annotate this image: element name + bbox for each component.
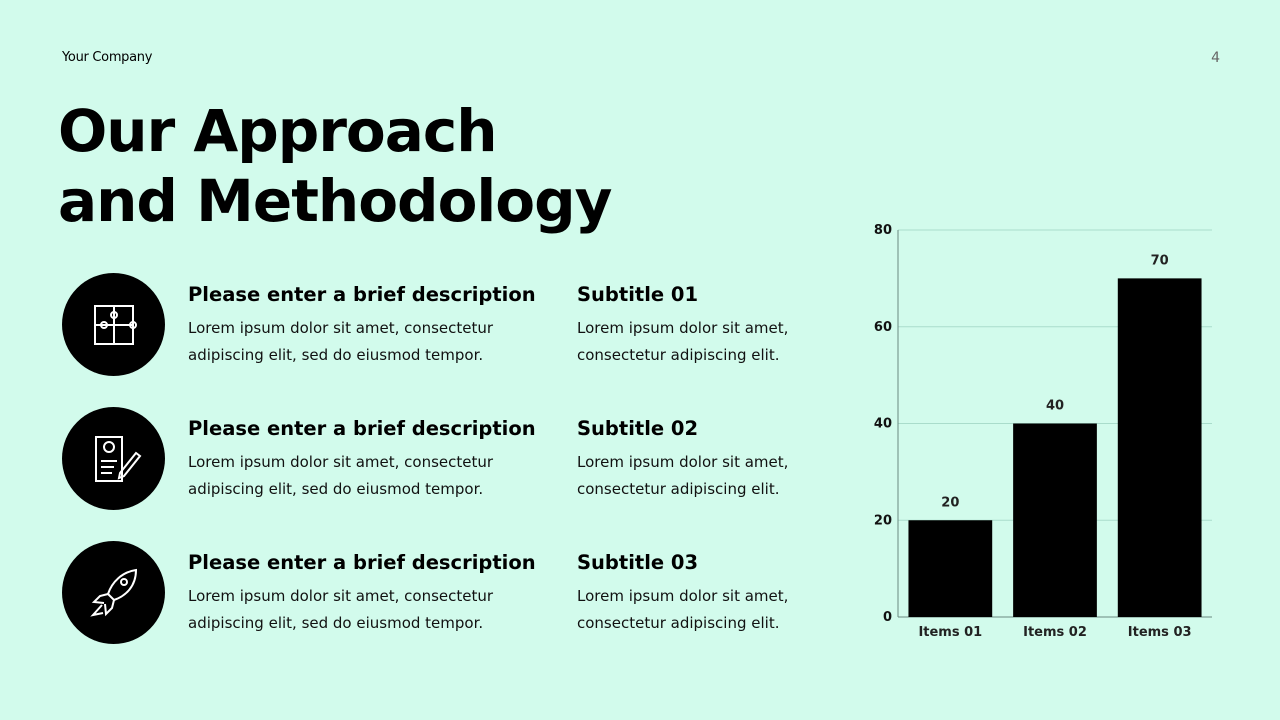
text-line: consectetur adipiscing elit. bbox=[577, 614, 780, 632]
page-number: 4 bbox=[1211, 50, 1220, 66]
x-tick-label: Items 01 bbox=[918, 625, 982, 640]
bar bbox=[1117, 278, 1202, 617]
y-tick-label: 0 bbox=[883, 610, 892, 625]
title: Our Approach and Methodology bbox=[58, 96, 612, 236]
item-text: Lorem ipsum dolor sit amet, consectetur a… bbox=[188, 583, 493, 637]
item-text: Lorem ipsum dolor sit amet, consectetur a… bbox=[188, 449, 493, 503]
text-line: Lorem ipsum dolor sit amet, consectetur bbox=[188, 587, 494, 605]
title-line: and Methodology bbox=[58, 167, 612, 235]
text-line: adipiscing elit, sed do eiusmod tempor. bbox=[188, 346, 484, 364]
item-heading: Please enter a brief description bbox=[188, 417, 536, 440]
item-heading: Please enter a brief description bbox=[188, 551, 536, 574]
item-subtitle: Subtitle 01 bbox=[577, 283, 699, 306]
bar bbox=[1013, 423, 1097, 617]
value-label: 70 bbox=[1151, 253, 1169, 268]
y-tick-label: 60 bbox=[874, 320, 892, 335]
item-heading: Please enter a brief description bbox=[188, 283, 536, 306]
text-line: Lorem ipsum dolor sit amet, consectetur bbox=[188, 453, 494, 471]
item-subtitle: Subtitle 02 bbox=[577, 417, 699, 440]
item-subtext: Lorem ipsum dolor sit amet, consectetur a… bbox=[577, 583, 788, 637]
document-icon bbox=[62, 407, 165, 510]
item-subtext: Lorem ipsum dolor sit amet, consectetur a… bbox=[577, 449, 788, 503]
text-line: consectetur adipiscing elit. bbox=[577, 480, 780, 498]
item-text: Lorem ipsum dolor sit amet, consectetur a… bbox=[188, 315, 493, 369]
item-subtitle: Subtitle 03 bbox=[577, 551, 699, 574]
text-line: consectetur adipiscing elit. bbox=[577, 346, 780, 364]
text-line: Lorem ipsum dolor sit amet, bbox=[577, 453, 789, 471]
y-tick-label: 40 bbox=[874, 417, 892, 432]
text-line: adipiscing elit, sed do eiusmod tempor. bbox=[188, 480, 484, 498]
item-subtext: Lorem ipsum dolor sit amet, consectetur a… bbox=[577, 315, 788, 369]
text-line: adipiscing elit, sed do eiusmod tempor. bbox=[188, 614, 484, 632]
y-tick-label: 80 bbox=[874, 223, 892, 238]
puzzle-icon bbox=[62, 273, 165, 376]
y-tick-label: 20 bbox=[874, 513, 892, 528]
bar bbox=[908, 520, 993, 617]
value-label: 20 bbox=[941, 495, 959, 510]
rocket-icon bbox=[62, 541, 165, 644]
text-line: Lorem ipsum dolor sit amet, consectetur bbox=[188, 319, 494, 337]
company-name: Your Company bbox=[62, 50, 153, 65]
x-tick-label: Items 03 bbox=[1128, 625, 1192, 640]
value-label: 40 bbox=[1046, 399, 1064, 414]
chart: 0 20 40 60 80 Items 01 20 Items 02 40 Items 03 70 bbox=[874, 223, 1212, 640]
title-line: Our Approach bbox=[58, 97, 498, 165]
x-tick-label: Items 02 bbox=[1023, 625, 1087, 640]
text-line: Lorem ipsum dolor sit amet, bbox=[577, 319, 789, 337]
text-line: Lorem ipsum dolor sit amet, bbox=[577, 587, 789, 605]
